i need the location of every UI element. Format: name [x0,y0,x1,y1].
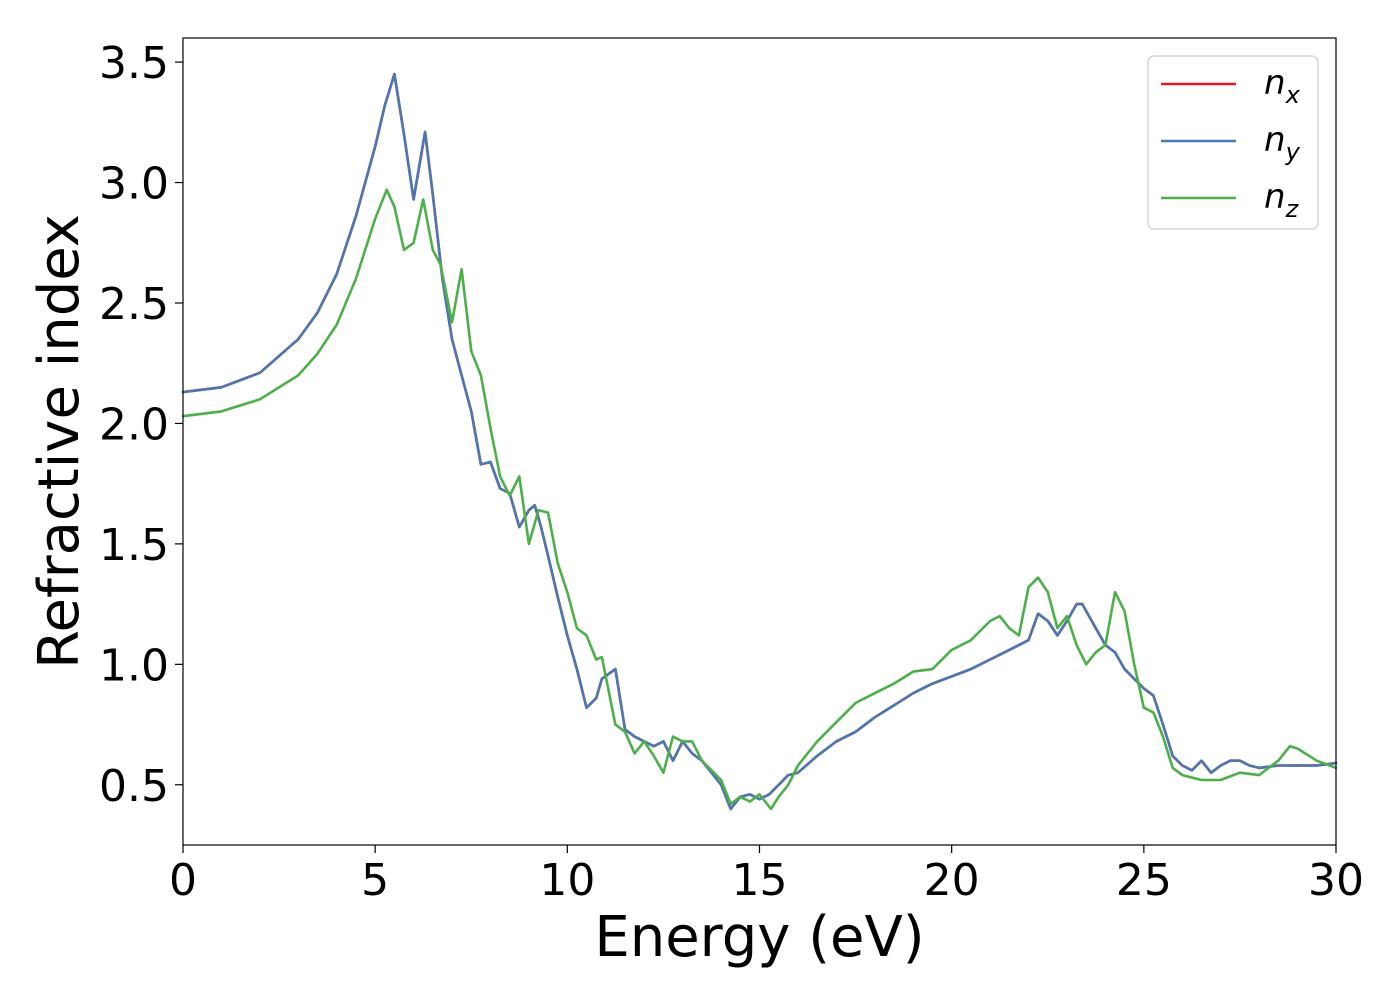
y-tick-label: 3.5 [99,38,169,89]
x-tick-label: 15 [732,855,788,906]
y-tick-label: 1.0 [99,640,169,691]
y-tick-label: 2.5 [99,279,169,330]
x-tick-label: 20 [924,855,980,906]
x-tick-label: 5 [361,855,389,906]
y-tick-label: 2.0 [99,399,169,450]
y-axis-ticks: 0.5 1.0 1.5 2.0 2.5 3.0 3.5 [99,38,183,812]
y-tick-label: 3.0 [99,159,169,210]
y-tick-label: 1.5 [99,520,169,571]
x-tick-label: 0 [169,855,197,906]
x-axis-ticks: 0 5 10 15 20 25 30 [169,845,1364,906]
series-line-n-z [181,188,1338,811]
legend-box [1147,55,1319,230]
x-tick-label: 10 [539,855,595,906]
legend-entry-n-x: nx [1264,63,1301,109]
x-tick-label: 25 [1116,855,1172,906]
x-axis-label: Energy (eV) [594,905,924,970]
y-axis-label: Refractive index [27,214,92,669]
legend-entry-n-z: nz [1264,177,1300,223]
legend-entry-n-y: ny [1264,120,1301,166]
legend: nx ny nz [1147,55,1319,230]
series-layer [181,72,1338,811]
y-tick-label: 0.5 [99,761,169,812]
x-tick-label: 30 [1308,855,1364,906]
